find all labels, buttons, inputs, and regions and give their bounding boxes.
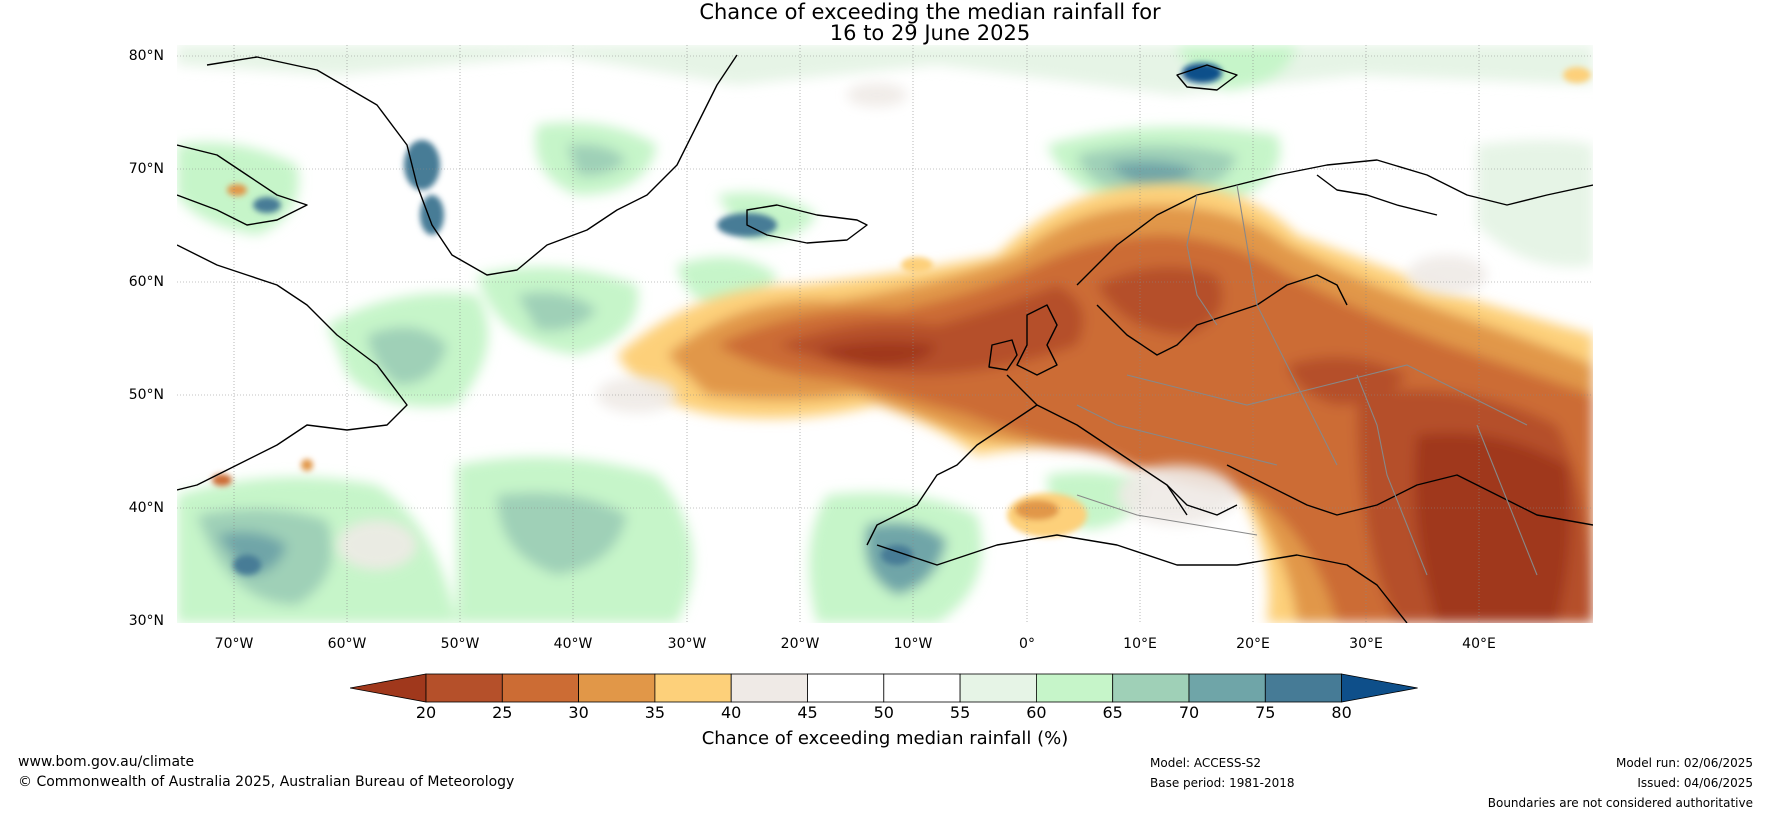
graticule [177, 45, 1593, 623]
lat-label-60n: 60°N [128, 274, 164, 290]
lat-label-30n: 30°N [128, 613, 164, 629]
colorbar-tick-label: 50 [873, 703, 894, 722]
coastlines [177, 54, 1593, 623]
neutral-regions [337, 83, 1487, 570]
lon-label-70w: 70°W [214, 636, 254, 652]
colorbar-extend-low [350, 673, 427, 703]
model-text: Model: ACCESS-S2 [1150, 756, 1262, 770]
colorbar-tick-label: 80 [1331, 703, 1352, 722]
colorbar-swatch [730, 673, 808, 703]
base-period-text: Base period: 1981-2018 [1150, 776, 1295, 790]
colorbar-tick-label: 20 [415, 703, 437, 722]
title-line-1: Chance of exceeding the median rainfall … [699, 0, 1161, 24]
colorbar-swatch [1036, 673, 1114, 703]
website-text: www.bom.gov.au/climate [18, 754, 195, 770]
colorbar-swatch [501, 673, 580, 703]
colorbar-swatch [807, 673, 885, 703]
colorbar [350, 673, 1418, 703]
colorbar-tick-label: 55 [949, 703, 971, 722]
lon-label-20w: 20°W [780, 636, 820, 652]
lon-label-10w: 10°W [893, 636, 933, 652]
colorbar-tick-label: 75 [1255, 703, 1276, 722]
colorbar-tick-label: 45 [797, 703, 818, 722]
dry-anomaly-regions [617, 183, 1593, 623]
lon-label-40w: 40°W [553, 636, 593, 652]
lon-label-0: 0° [1019, 636, 1035, 652]
colorbar-tick-label: 35 [644, 703, 666, 722]
lon-label-40e: 40°E [1462, 636, 1496, 652]
lon-label-20e: 20°E [1236, 636, 1270, 652]
rainfall-map [177, 45, 1593, 623]
title-line-2: 16 to 29 June 2025 [829, 21, 1031, 45]
map-canvas [177, 45, 1593, 623]
disclaimer-text: Boundaries are not considered authoritat… [1487, 796, 1753, 810]
lon-label-50w: 50°W [440, 636, 480, 652]
colorbar-label: Chance of exceeding median rainfall (%) [701, 728, 1069, 749]
lon-label-30w: 30°W [667, 636, 707, 652]
colorbar-swatch [425, 673, 503, 703]
lon-label-10e: 10°E [1123, 636, 1157, 652]
lat-label-80n: 80°N [128, 48, 164, 64]
colorbar-tick-label: 65 [1102, 703, 1123, 722]
lat-label-70n: 70°N [128, 161, 164, 177]
colorbar-swatch [1112, 673, 1190, 703]
colorbar-swatches [350, 673, 1418, 703]
country-borders [1076, 184, 1538, 576]
colorbar-tick-label: 60 [1026, 703, 1047, 722]
colorbar-swatch [654, 673, 732, 703]
lat-label-50n: 50°N [128, 387, 164, 403]
colorbar-tick-label: 40 [721, 703, 742, 722]
colorbar-swatch [959, 673, 1037, 703]
colorbar-extend-high [1341, 673, 1418, 703]
colorbar-tick-label: 25 [492, 703, 513, 722]
issued-text: Issued: 04/06/2025 [1637, 776, 1753, 790]
lon-label-60w: 60°W [327, 636, 367, 652]
colorbar-swatch [883, 673, 961, 703]
colorbar-tick-label: 70 [1178, 703, 1200, 722]
colorbar-tick-label: 30 [568, 703, 589, 722]
model-run-text: Model run: 02/06/2025 [1615, 756, 1753, 770]
lat-label-40n: 40°N [128, 500, 164, 516]
lon-label-30e: 30°E [1349, 636, 1383, 652]
colorbar-swatch [1188, 673, 1266, 703]
colorbar-swatch [578, 673, 656, 703]
colorbar-swatch [1264, 673, 1342, 703]
copyright-text: © Commonwealth of Australia 2025, Austra… [18, 774, 515, 790]
